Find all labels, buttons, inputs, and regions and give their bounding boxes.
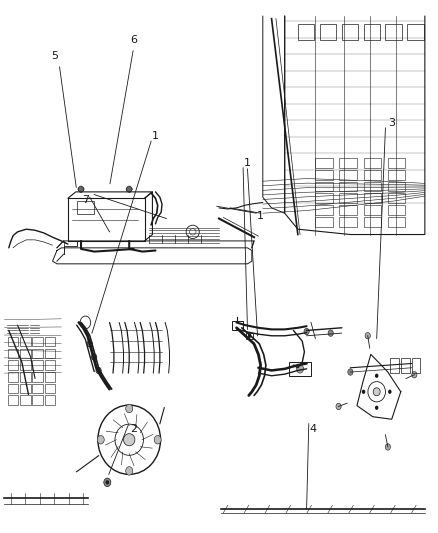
Bar xyxy=(298,24,314,40)
Bar xyxy=(45,372,55,382)
Circle shape xyxy=(348,369,353,375)
Bar xyxy=(77,201,94,214)
Bar xyxy=(339,182,357,191)
Bar xyxy=(339,193,357,203)
Circle shape xyxy=(362,390,365,394)
Text: 1: 1 xyxy=(244,158,251,167)
Circle shape xyxy=(375,406,378,410)
Ellipse shape xyxy=(126,187,132,191)
Circle shape xyxy=(126,467,133,475)
Bar xyxy=(388,182,405,191)
Bar xyxy=(364,217,381,227)
Bar xyxy=(390,358,399,373)
Circle shape xyxy=(385,444,391,450)
Bar xyxy=(388,193,405,203)
Bar xyxy=(246,333,253,339)
Bar xyxy=(8,395,18,405)
Bar xyxy=(315,170,333,180)
Bar xyxy=(32,395,43,405)
Circle shape xyxy=(127,186,132,192)
Bar xyxy=(32,337,43,346)
Bar xyxy=(412,358,420,373)
Bar xyxy=(364,158,381,168)
Circle shape xyxy=(388,390,392,394)
Bar xyxy=(32,372,43,382)
Bar xyxy=(45,337,55,346)
Circle shape xyxy=(412,372,417,378)
Bar xyxy=(320,24,336,40)
Bar xyxy=(364,182,381,191)
Text: 2: 2 xyxy=(130,424,137,434)
Circle shape xyxy=(78,186,84,192)
Text: 4: 4 xyxy=(310,424,317,434)
Bar xyxy=(407,24,424,40)
Text: 5: 5 xyxy=(51,51,58,61)
Bar xyxy=(20,349,31,358)
Text: 3: 3 xyxy=(389,118,396,127)
Bar xyxy=(20,384,31,393)
Circle shape xyxy=(126,405,133,413)
Bar xyxy=(385,24,402,40)
Bar xyxy=(8,337,18,346)
Bar xyxy=(20,360,31,370)
Bar xyxy=(315,205,333,215)
Bar xyxy=(45,384,55,393)
Bar xyxy=(8,360,18,370)
Bar xyxy=(8,349,18,358)
Text: 1: 1 xyxy=(152,131,159,141)
Circle shape xyxy=(96,367,101,374)
Text: 7: 7 xyxy=(82,195,89,205)
Circle shape xyxy=(106,480,109,484)
Bar xyxy=(364,170,381,180)
Ellipse shape xyxy=(124,434,135,446)
Bar xyxy=(8,384,18,393)
Bar xyxy=(45,349,55,358)
Bar xyxy=(388,217,405,227)
Bar xyxy=(8,372,18,382)
Bar xyxy=(388,158,405,168)
Ellipse shape xyxy=(373,388,380,395)
Bar xyxy=(315,217,333,227)
Bar xyxy=(342,24,358,40)
Circle shape xyxy=(248,334,251,338)
Bar xyxy=(339,205,357,215)
Bar xyxy=(364,24,380,40)
Bar xyxy=(20,337,31,346)
Bar xyxy=(289,362,311,376)
Circle shape xyxy=(304,328,309,335)
Bar xyxy=(32,349,43,358)
Bar xyxy=(401,358,410,373)
Bar xyxy=(315,182,333,191)
Text: 1: 1 xyxy=(257,211,264,221)
Bar xyxy=(20,372,31,382)
Bar xyxy=(364,193,381,203)
Bar xyxy=(339,158,357,168)
Bar xyxy=(315,158,333,168)
Circle shape xyxy=(328,330,333,336)
Bar xyxy=(364,205,381,215)
Circle shape xyxy=(375,374,378,378)
Circle shape xyxy=(336,403,341,410)
Bar xyxy=(32,384,43,393)
Bar xyxy=(32,360,43,370)
Circle shape xyxy=(104,478,111,487)
Circle shape xyxy=(297,365,304,373)
Bar xyxy=(315,193,333,203)
Circle shape xyxy=(365,333,371,339)
Circle shape xyxy=(154,435,161,444)
Bar xyxy=(45,360,55,370)
Bar xyxy=(45,395,55,405)
Circle shape xyxy=(87,341,92,347)
Ellipse shape xyxy=(78,187,84,191)
Bar xyxy=(388,170,405,180)
Circle shape xyxy=(97,435,104,444)
Text: 6: 6 xyxy=(130,35,137,45)
Bar xyxy=(232,321,243,330)
Bar xyxy=(388,205,405,215)
Bar xyxy=(20,395,31,405)
Bar xyxy=(339,217,357,227)
Circle shape xyxy=(92,354,97,360)
Bar xyxy=(339,170,357,180)
